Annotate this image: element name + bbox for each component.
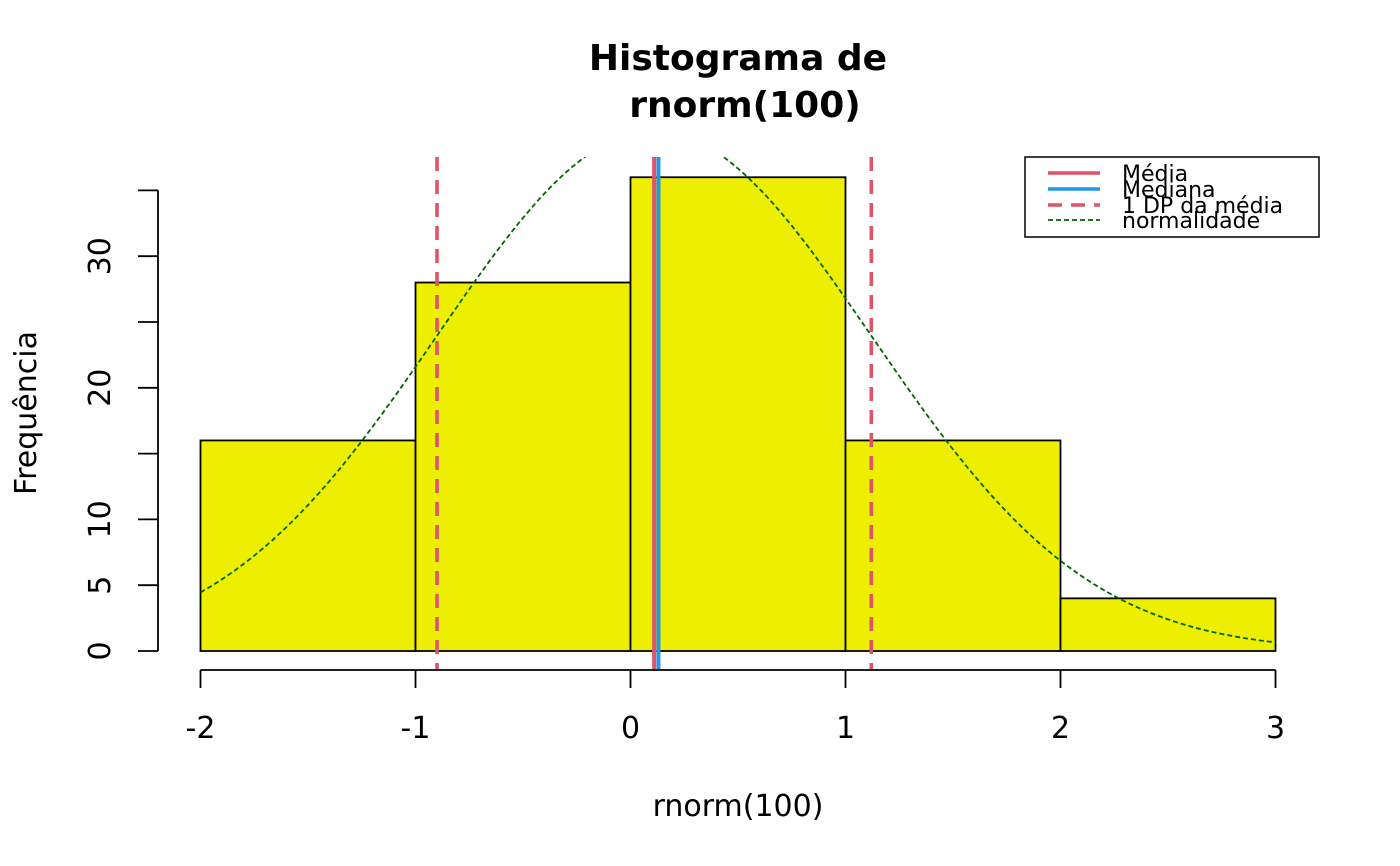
reference-lines bbox=[435, 157, 874, 669]
histogram-bar-5 bbox=[1059, 597, 1277, 652]
histogram-bar-3 bbox=[629, 176, 847, 652]
legend-label-1: Média bbox=[1122, 162, 1188, 187]
y-tick-label-10: 10 bbox=[83, 500, 118, 538]
histogram-bar-2 bbox=[414, 281, 632, 652]
y-axis: 0 5 10 20 30 bbox=[83, 189, 159, 661]
x-tick-label-0: 0 bbox=[621, 711, 640, 746]
x-tick-label--2: -2 bbox=[186, 711, 216, 746]
legend-label-2: Mediana bbox=[1122, 178, 1216, 203]
x-axis-label: rnorm(100) bbox=[653, 789, 824, 824]
x-tick-label--1: -1 bbox=[401, 711, 431, 746]
legend-label-4: normalidade bbox=[1122, 209, 1260, 234]
y-axis-label: Frequência bbox=[9, 331, 44, 495]
x-axis: -2 -1 0 1 2 3 bbox=[186, 669, 1285, 746]
x-tick-label-3: 3 bbox=[1266, 711, 1285, 746]
legend-label-3: 1 DP da média bbox=[1122, 194, 1283, 219]
y-tick-label-20: 20 bbox=[83, 369, 118, 407]
chart-title-line2: rnorm(100) bbox=[629, 85, 860, 126]
x-tick-label-2: 2 bbox=[1051, 711, 1070, 746]
x-tick-label-1: 1 bbox=[836, 711, 855, 746]
normal-curve bbox=[200, 157, 1276, 644]
legend-box bbox=[1024, 156, 1320, 238]
histogram-bar-4 bbox=[844, 439, 1062, 652]
chart-title-line1: Histograma de bbox=[589, 38, 887, 79]
histogram-bars bbox=[199, 176, 1277, 652]
normal-curve-layer bbox=[200, 157, 1276, 644]
histogram-bar-1 bbox=[199, 439, 417, 652]
y-tick-label-5: 5 bbox=[83, 576, 118, 595]
y-tick-label-0: 0 bbox=[83, 641, 118, 660]
y-tick-label-30: 30 bbox=[83, 237, 118, 275]
